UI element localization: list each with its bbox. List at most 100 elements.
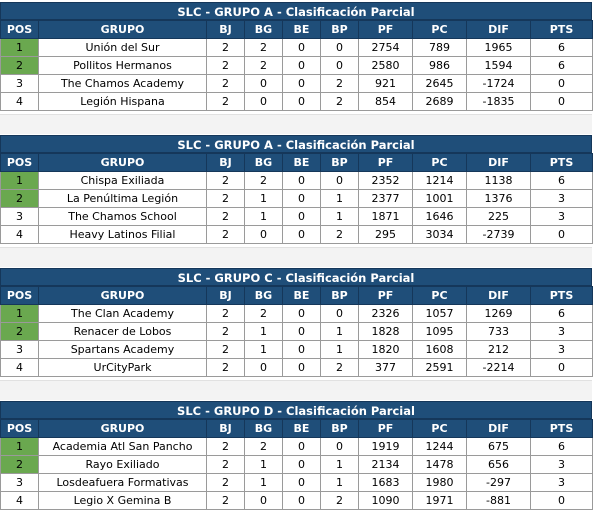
pts-cell: 3 [530, 207, 593, 226]
spacer-row [0, 380, 592, 400]
pf-cell: 2326 [358, 304, 413, 323]
column-header-pc: PC [412, 153, 467, 172]
bg-cell: 1 [244, 473, 283, 492]
pos-cell: 3 [0, 207, 39, 226]
pc-cell: 1980 [412, 473, 467, 492]
team-cell: UrCityPark [38, 358, 207, 377]
column-header-bj: BJ [206, 20, 245, 39]
team-cell: Pollitos Hermanos [38, 56, 207, 75]
bg-cell: 0 [244, 74, 283, 93]
pf-cell: 2754 [358, 38, 413, 57]
pos-cell: 1 [0, 171, 39, 190]
bj-cell: 2 [206, 340, 245, 359]
team-cell: Heavy Latinos Filial [38, 225, 207, 244]
dif-cell: 1376 [466, 189, 531, 208]
pf-cell: 295 [358, 225, 413, 244]
pos-cell: 1 [0, 304, 39, 323]
column-header-team: GRUPO [38, 419, 207, 438]
bg-cell: 0 [244, 491, 283, 510]
standings-table: POS GRUPO BJ BG BE BP PF PC DIF PTS 1 Unión del Sur… [0, 20, 593, 111]
dif-cell: 212 [466, 340, 531, 359]
pf-cell: 1820 [358, 340, 413, 359]
header-row: POS GRUPO BJ BG BE BP PF PC DIF PTS [0, 20, 593, 39]
column-header-pos: POS [0, 20, 39, 39]
pts-cell: 6 [530, 304, 593, 323]
column-header-pos: POS [0, 419, 39, 438]
table-row: 4 Legión Hispana 2 0 0 2 854 2689 -1835 0 [0, 92, 593, 111]
pts-cell: 3 [530, 455, 593, 474]
pc-cell: 789 [412, 38, 467, 57]
pf-cell: 377 [358, 358, 413, 377]
pts-cell: 6 [530, 437, 593, 456]
column-header-pts: PTS [530, 286, 593, 305]
standings-table: POS GRUPO BJ BG BE BP PF PC DIF PTS 1 The Clan Acad… [0, 286, 593, 377]
pts-cell: 0 [530, 92, 593, 111]
column-header-dif: DIF [466, 419, 531, 438]
bp-cell: 0 [320, 38, 359, 57]
bp-cell: 0 [320, 437, 359, 456]
column-header-bj: BJ [206, 153, 245, 172]
dif-cell: -1835 [466, 92, 531, 111]
pf-cell: 2377 [358, 189, 413, 208]
team-cell: The Clan Academy [38, 304, 207, 323]
bg-cell: 2 [244, 38, 283, 57]
pts-cell: 3 [530, 340, 593, 359]
table-row: 3 The Chamos Academy 2 0 0 2 921 2645 -1724 0 [0, 74, 593, 93]
bp-cell: 1 [320, 207, 359, 226]
column-header-bp: BP [320, 286, 359, 305]
pos-cell: 3 [0, 74, 39, 93]
bj-cell: 2 [206, 225, 245, 244]
pts-cell: 0 [530, 358, 593, 377]
bp-cell: 2 [320, 491, 359, 510]
column-header-team: GRUPO [38, 153, 207, 172]
bp-cell: 0 [320, 56, 359, 75]
pc-cell: 1971 [412, 491, 467, 510]
pts-cell: 3 [530, 189, 593, 208]
be-cell: 0 [282, 74, 321, 93]
pf-cell: 2134 [358, 455, 413, 474]
pc-cell: 2689 [412, 92, 467, 111]
pf-cell: 2352 [358, 171, 413, 190]
column-header-be: BE [282, 419, 321, 438]
dif-cell: 1269 [466, 304, 531, 323]
pc-cell: 1244 [412, 437, 467, 456]
be-cell: 0 [282, 171, 321, 190]
bg-cell: 0 [244, 225, 283, 244]
bg-cell: 2 [244, 437, 283, 456]
table-row: 4 Heavy Latinos Filial 2 0 0 2 295 3034 -2739 0 [0, 225, 593, 244]
bp-cell: 1 [320, 455, 359, 474]
table-row: 3 Spartans Academy 2 1 0 1 1820 1608 212 3 [0, 340, 593, 359]
dif-cell: -2739 [466, 225, 531, 244]
group-table-1: SLC - GRUPO A - Clasificación Parcial POS… [0, 2, 593, 111]
spacer-row [0, 247, 592, 267]
pf-cell: 1683 [358, 473, 413, 492]
table-row: 2 Rayo Exiliado 2 1 0 1 2134 1478 656 3 [0, 455, 593, 474]
pc-cell: 3034 [412, 225, 467, 244]
team-cell: Losdeafuera Formativas [38, 473, 207, 492]
bj-cell: 2 [206, 207, 245, 226]
pf-cell: 2580 [358, 56, 413, 75]
bj-cell: 2 [206, 437, 245, 456]
pf-cell: 1919 [358, 437, 413, 456]
be-cell: 0 [282, 189, 321, 208]
pc-cell: 1057 [412, 304, 467, 323]
pc-cell: 1608 [412, 340, 467, 359]
bg-cell: 2 [244, 171, 283, 190]
bp-cell: 2 [320, 74, 359, 93]
column-header-pts: PTS [530, 419, 593, 438]
bp-cell: 2 [320, 358, 359, 377]
pos-cell: 4 [0, 92, 39, 111]
column-header-pc: PC [412, 286, 467, 305]
bg-cell: 2 [244, 304, 283, 323]
dif-cell: -881 [466, 491, 531, 510]
column-header-bp: BP [320, 153, 359, 172]
spacer-row [0, 114, 592, 134]
column-header-pf: PF [358, 419, 413, 438]
bj-cell: 2 [206, 189, 245, 208]
pf-cell: 921 [358, 74, 413, 93]
bj-cell: 2 [206, 74, 245, 93]
team-cell: Legio X Gemina B [38, 491, 207, 510]
column-header-pts: PTS [530, 20, 593, 39]
bg-cell: 1 [244, 340, 283, 359]
